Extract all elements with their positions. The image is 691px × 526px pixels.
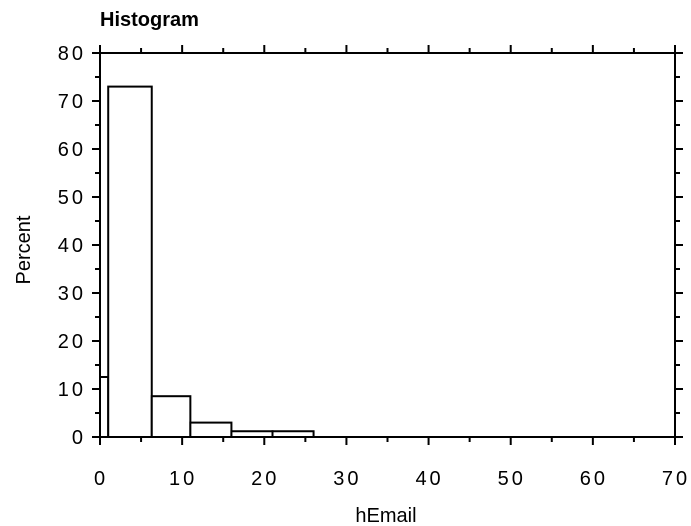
x-tick-label: 50 xyxy=(498,468,526,490)
x-tick-label: 20 xyxy=(251,468,279,490)
x-tick-label: 0 xyxy=(94,468,108,490)
x-tick-labels: 0 10 20 30 40 50 60 70 xyxy=(94,468,690,490)
histogram-bar-2 xyxy=(150,395,192,439)
x-tick-label: 60 xyxy=(580,468,608,490)
y-tick-label: 80 xyxy=(58,43,86,65)
histogram-bar-0 xyxy=(99,376,110,438)
y-tick-label: 50 xyxy=(58,187,86,209)
y-axis-title: Percent xyxy=(13,215,35,284)
chart-title: Histogram xyxy=(100,9,199,31)
bars-group xyxy=(99,85,315,439)
x-tick-label: 70 xyxy=(662,468,690,490)
y-tick-label: 0 xyxy=(72,427,86,449)
y-tick-label: 10 xyxy=(58,379,86,401)
y-tick-label: 30 xyxy=(58,283,86,305)
plot-frame xyxy=(99,52,676,438)
x-tick-label: 10 xyxy=(169,468,197,490)
histogram-bar-3 xyxy=(189,421,233,439)
x-tick-label: 40 xyxy=(415,468,443,490)
x-tick-label: 30 xyxy=(333,468,361,490)
y-tick-labels: 0 10 20 30 40 50 60 70 80 xyxy=(58,43,86,449)
ticks-group xyxy=(92,45,683,445)
y-tick-label: 60 xyxy=(58,139,86,161)
y-tick-label: 70 xyxy=(58,91,86,113)
y-tick-label: 40 xyxy=(58,235,86,257)
x-axis-title: hEmail xyxy=(355,505,416,526)
histogram-bar-1 xyxy=(107,85,153,438)
y-tick-label: 20 xyxy=(58,331,86,353)
